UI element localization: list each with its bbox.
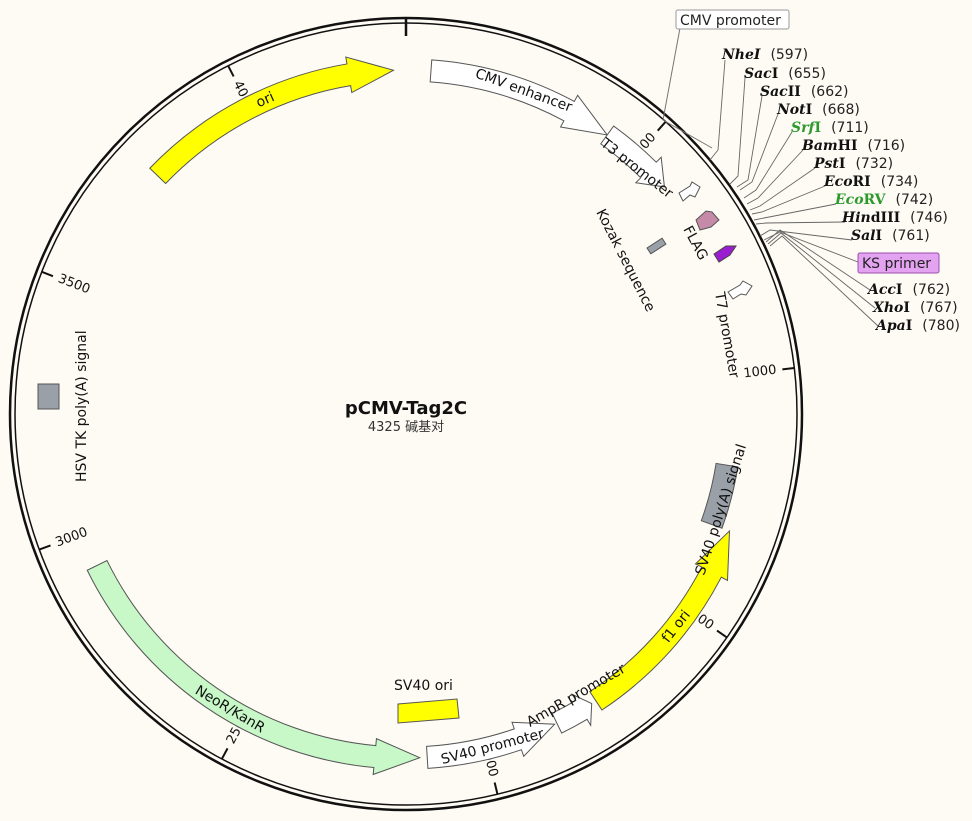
cmv-promoter-callout[interactable]: CMV promoter	[662, 9, 790, 149]
feature-sv40-polya[interactable]	[700, 462, 739, 529]
ori-arc	[149, 56, 395, 185]
plasmid-size: 4325 碱基对	[368, 420, 444, 435]
ks-primer-label: KS primer	[862, 256, 931, 272]
site-apai[interactable]: ApaI (780)	[874, 318, 960, 334]
site-srfi[interactable]: SrfI (711)	[791, 120, 869, 136]
sv40-promoter-arc	[426, 721, 556, 769]
tick-500	[656, 121, 667, 132]
feature-ori[interactable]: ori	[149, 56, 395, 185]
site-noti[interactable]: NotI (668)	[776, 102, 860, 118]
sv40-ori-box	[397, 698, 460, 724]
plasmid-title: pCMV-Tag2C	[345, 398, 467, 419]
tick-2500	[220, 747, 229, 760]
cmv-enhancer-arc	[429, 59, 609, 136]
feature-hsv-tk-polya[interactable]: HSV TK poly(A) signal	[37, 330, 90, 482]
feature-neor-kanr[interactable]: NeoR/KanR	[86, 559, 422, 776]
restriction-sites: NheI (597) SacI (655) SacII (662) NotI (668)…	[721, 47, 960, 334]
feature-ampr-promoter[interactable]	[551, 693, 593, 734]
site-saci[interactable]: SacI (655)	[744, 66, 826, 82]
cmv-promoter-callout-label: CMV promoter	[680, 13, 781, 29]
ks-primer-box	[857, 252, 940, 274]
t7-promoter-label: T7 promoter	[711, 290, 742, 380]
sv40-polya-arc	[700, 462, 739, 529]
site-leaders	[709, 59, 879, 327]
tick-label-3000: 3000	[54, 525, 90, 551]
site-psti[interactable]: PstI (732)	[813, 156, 893, 172]
tick-label-1000: 1000	[743, 363, 778, 382]
hsv-tk-polya-label: HSV TK poly(A) signal	[74, 330, 90, 482]
site-bamhi[interactable]: BamHI (716)	[801, 138, 905, 154]
sv40-ori-label: SV40 ori	[394, 678, 453, 694]
ori-label: ori	[254, 89, 277, 111]
flag-arrow	[695, 210, 720, 231]
purple-tag-arrow	[713, 245, 737, 263]
feature-sv40-ori[interactable]: SV40 ori	[394, 678, 460, 724]
cmv-promoter-arc	[600, 125, 665, 188]
feature-flag[interactable]: FLAG	[679, 210, 720, 263]
kozak-label: Kozak sequence	[592, 207, 658, 315]
tick-3500	[41, 270, 54, 278]
feature-tag-purple[interactable]	[713, 245, 737, 263]
t3-promoter-arrow	[678, 181, 701, 202]
site-xhoi[interactable]: XhoI (767)	[872, 300, 958, 316]
site-acci[interactable]: AccI (762)	[866, 282, 950, 298]
tick-3000	[38, 544, 51, 551]
feature-t7-promoter[interactable]: T7 promoter	[711, 280, 753, 380]
site-sali[interactable]: SalI (761)	[851, 228, 930, 244]
tick-2000	[493, 782, 499, 795]
neor-kanr-arc	[86, 559, 422, 776]
feature-cmv-enhancer[interactable]: CMV enhancer	[429, 59, 609, 136]
site-nhei[interactable]: NheI (597)	[721, 47, 808, 63]
feature-kozak[interactable]: Kozak sequence	[592, 207, 667, 315]
tick-label-3500: 3500	[56, 271, 92, 297]
site-ecori[interactable]: EcoRI (734)	[823, 174, 918, 190]
hsv-tk-polya-box	[37, 383, 60, 410]
kozak-box	[646, 237, 667, 255]
site-ecorv[interactable]: EcoRV (742)	[834, 192, 933, 208]
tick-1000	[782, 366, 795, 371]
ks-primer-callout[interactable]: KS primer	[857, 252, 940, 274]
cmv-promoter-leader	[662, 27, 713, 149]
cmv-promoter-box	[675, 9, 790, 30]
t7-promoter-arrow	[727, 280, 753, 300]
tick-4000	[227, 65, 235, 77]
site-sacii[interactable]: SacII (662)	[760, 84, 848, 100]
flag-label: FLAG	[679, 223, 710, 263]
ampr-promoter-arc	[551, 693, 593, 734]
feature-cmv-promoter[interactable]	[600, 125, 665, 188]
tick-1500	[716, 629, 728, 639]
f1-ori-arc	[589, 529, 731, 711]
site-hindiii[interactable]: HindIII (746)	[841, 210, 948, 226]
